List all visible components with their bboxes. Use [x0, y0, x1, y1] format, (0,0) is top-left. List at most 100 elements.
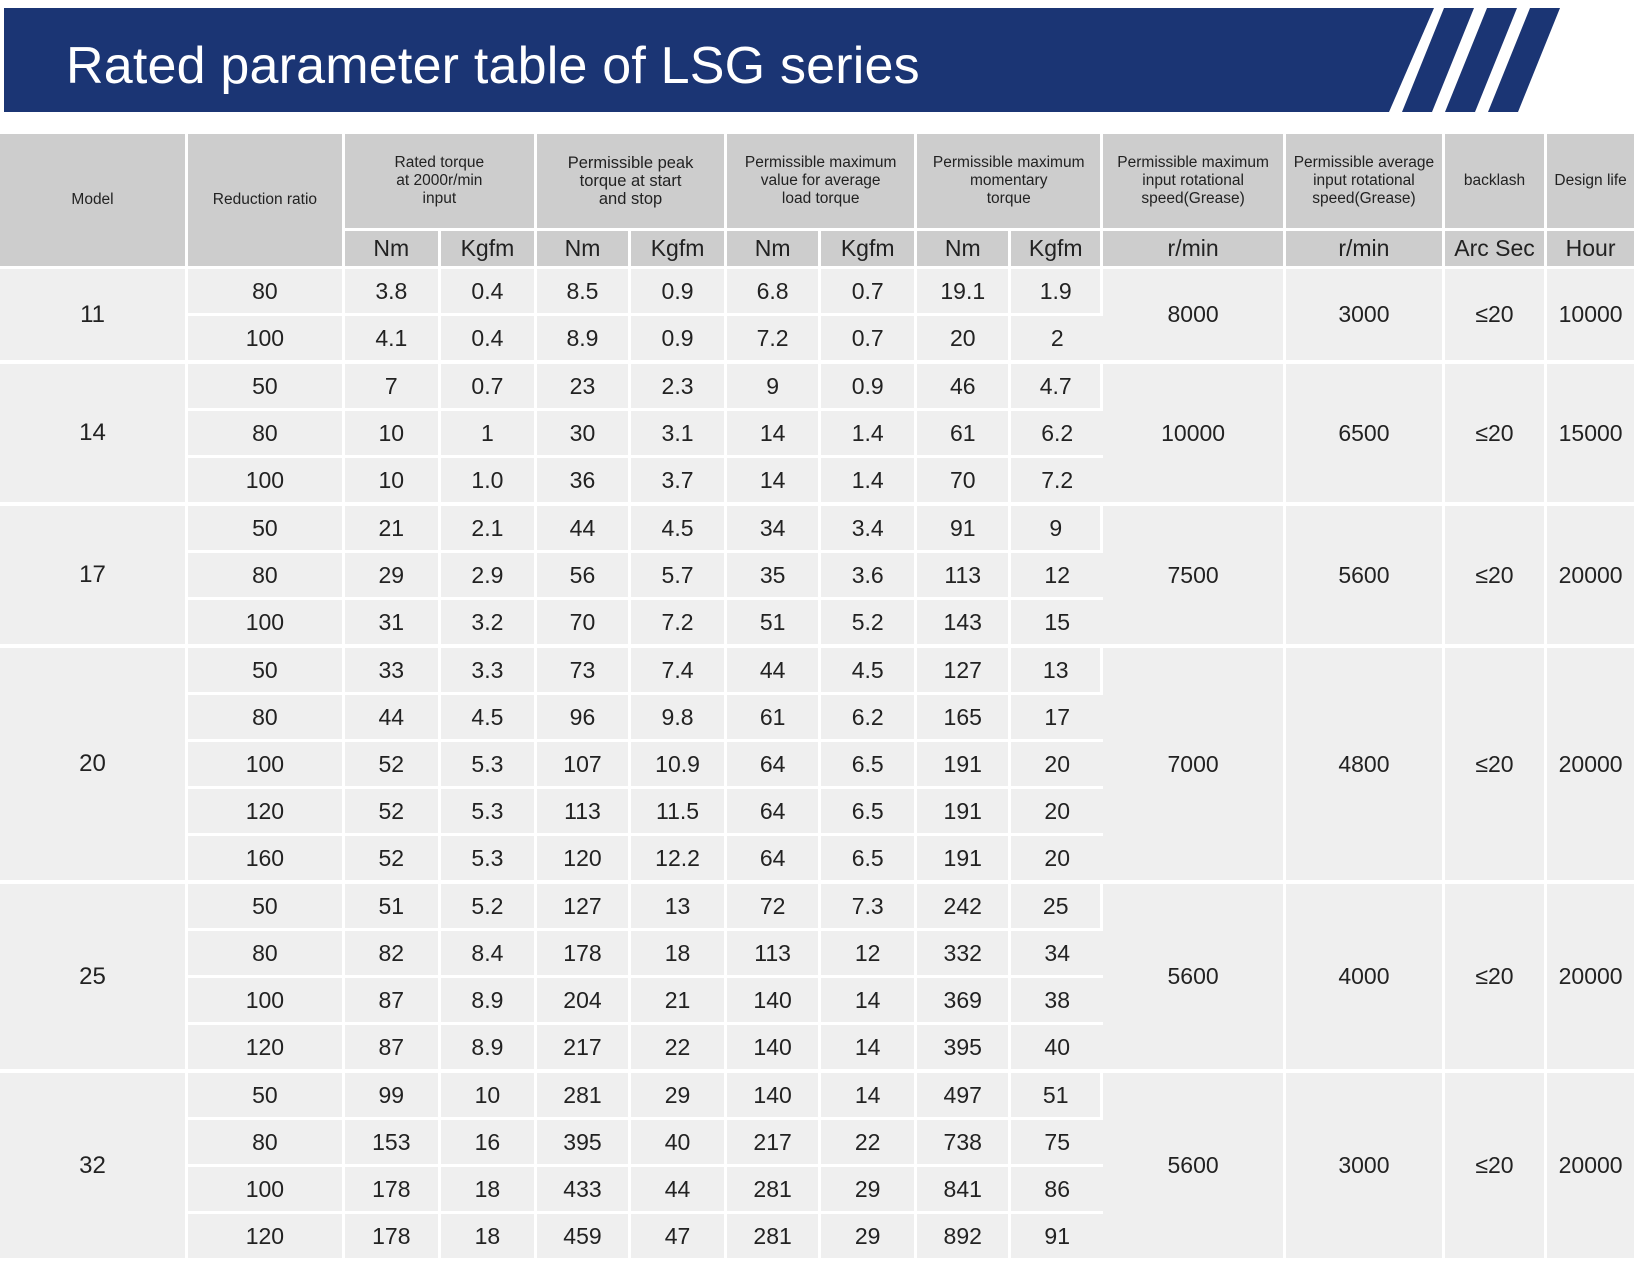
- ratio-cell: 80: [188, 1117, 345, 1164]
- rated-nm-cell: 153: [344, 1117, 441, 1164]
- peak-nm-cell: 36: [536, 455, 631, 502]
- avg-kgfm-cell: 29: [821, 1164, 918, 1211]
- ratio-cell: 100: [188, 975, 345, 1022]
- momentary-kgfm-cell: 75: [1011, 1117, 1104, 1164]
- avg-nm-cell: 9: [727, 360, 822, 408]
- unit-kgfm: Kgfm: [1011, 231, 1104, 266]
- rated-nm-cell: 82: [344, 928, 441, 975]
- rated-kgfm-cell: 0.4: [440, 266, 537, 313]
- table-row: 100 31 3.2 70 7.2 51 5.2 143 15: [0, 597, 1634, 644]
- rated-nm-cell: 99: [344, 1069, 441, 1117]
- momentary-kgfm-cell: 1.9: [1011, 266, 1104, 313]
- parameter-table: Model Reduction ratio Rated torque at 200…: [0, 134, 1634, 1258]
- model-cell: 32: [0, 1069, 189, 1258]
- page-title: Rated parameter table of LSG series: [66, 37, 920, 95]
- avg-nm-cell: 7.2: [727, 313, 822, 360]
- design-life-cell: 10000: [1547, 266, 1634, 360]
- peak-nm-cell: 120: [536, 833, 631, 880]
- peak-kgfm-cell: 13: [630, 880, 728, 928]
- avg-kgfm-cell: 0.7: [821, 313, 918, 360]
- momentary-nm-cell: 191: [917, 739, 1012, 786]
- avg-nm-cell: 140: [727, 1069, 822, 1117]
- peak-nm-cell: 23: [536, 360, 631, 408]
- rated-nm-cell: 51: [344, 880, 441, 928]
- rated-kgfm-cell: 2.1: [440, 502, 537, 550]
- ratio-cell: 50: [188, 502, 345, 550]
- momentary-nm-cell: 91: [917, 502, 1012, 550]
- avg-nm-cell: 44: [727, 644, 822, 692]
- ratio-cell: 80: [188, 550, 345, 597]
- momentary-kgfm-cell: 40: [1011, 1022, 1104, 1069]
- rated-nm-cell: 21: [344, 502, 441, 550]
- momentary-nm-cell: 369: [917, 975, 1012, 1022]
- rated-nm-cell: 33: [344, 644, 441, 692]
- avg-nm-cell: 140: [727, 1022, 822, 1069]
- avg-nm-cell: 61: [727, 692, 822, 739]
- momentary-nm-cell: 61: [917, 408, 1012, 455]
- unit-nm: Nm: [727, 231, 822, 266]
- rated-kgfm-cell: 5.2: [440, 880, 537, 928]
- table-row: 14 50 7 0.7 23 2.3 9 0.9 46 4.7 10000 6500 ≤20 15000: [0, 360, 1634, 502]
- peak-kgfm-cell: 44: [630, 1164, 728, 1211]
- avg-kgfm-cell: 5.2: [821, 597, 918, 644]
- avg-nm-cell: 51: [727, 597, 822, 644]
- avg-kgfm-cell: 6.2: [821, 692, 918, 739]
- avg-nm-cell: 14: [727, 455, 822, 502]
- unit-hour: Hour: [1547, 231, 1634, 266]
- peak-nm-cell: 127: [536, 880, 631, 928]
- peak-kgfm-cell: 4.5: [630, 502, 728, 550]
- avg-nm-cell: 217: [727, 1117, 822, 1164]
- rated-nm-cell: 87: [344, 1022, 441, 1069]
- unit-rmin: r/min: [1286, 231, 1445, 266]
- rated-nm-cell: 4.1: [344, 313, 441, 360]
- rated-nm-cell: 31: [344, 597, 441, 644]
- momentary-kgfm-cell: 4.7: [1011, 360, 1104, 408]
- ratio-cell: 80: [188, 266, 345, 313]
- rated-kgfm-cell: 10: [440, 1069, 537, 1117]
- table-row: 100 87 8.9 204 21 140 14 369 38: [0, 975, 1634, 1022]
- rated-kgfm-cell: 1: [440, 408, 537, 455]
- peak-kgfm-cell: 40: [630, 1117, 728, 1164]
- peak-kgfm-cell: 3.1: [630, 408, 728, 455]
- rated-nm-cell: 10: [344, 455, 441, 502]
- avg-nm-cell: 64: [727, 739, 822, 786]
- peak-kgfm-cell: 0.9: [630, 313, 728, 360]
- rated-kgfm-cell: 0.7: [440, 360, 537, 408]
- ratio-cell: 50: [188, 880, 345, 928]
- table-row: 160 52 5.3 120 12.2 64 6.5 191 20: [0, 833, 1634, 880]
- peak-kgfm-cell: 18: [630, 928, 728, 975]
- table-row: 80 44 4.5 96 9.8 61 6.2 165 17: [0, 692, 1634, 739]
- avg-nm-cell: 64: [727, 786, 822, 833]
- momentary-nm-cell: 19.1: [917, 266, 1012, 313]
- avg-kgfm-cell: 6.5: [821, 739, 918, 786]
- ratio-cell: 100: [188, 313, 345, 360]
- avg-kgfm-cell: 6.5: [821, 786, 918, 833]
- peak-kgfm-cell: 47: [630, 1211, 728, 1258]
- avg-kgfm-cell: 4.5: [821, 644, 918, 692]
- momentary-nm-cell: 143: [917, 597, 1012, 644]
- momentary-kgfm-cell: 13: [1011, 644, 1104, 692]
- ratio-cell: 50: [188, 644, 345, 692]
- momentary-kgfm-cell: 51: [1011, 1069, 1104, 1117]
- rated-kgfm-cell: 5.3: [440, 739, 537, 786]
- average-input-speed-cell: 3000: [1286, 266, 1445, 360]
- design-life-cell: 15000: [1547, 360, 1634, 502]
- momentary-nm-cell: 892: [917, 1211, 1012, 1258]
- ratio-cell: 80: [188, 408, 345, 455]
- avg-nm-cell: 281: [727, 1164, 822, 1211]
- table-row: 80 153 16 395 40 217 22 738 75: [0, 1117, 1634, 1164]
- rated-nm-cell: 52: [344, 786, 441, 833]
- table-row: 120 178 18 459 47 281 29 892 91: [0, 1211, 1634, 1258]
- header-design-life: Design life: [1547, 134, 1634, 231]
- avg-nm-cell: 34: [727, 502, 822, 550]
- peak-kgfm-cell: 12.2: [630, 833, 728, 880]
- table-row: 100 4.1 0.4 8.9 0.9 7.2 0.7 20 2: [0, 313, 1634, 360]
- banner-main-shape: [4, 8, 1434, 112]
- unit-nm: Nm: [917, 231, 1012, 266]
- max-input-speed-cell: 10000: [1103, 360, 1287, 502]
- avg-kgfm-cell: 7.3: [821, 880, 918, 928]
- model-cell: 11: [0, 266, 189, 360]
- rated-nm-cell: 3.8: [344, 266, 441, 313]
- average-input-speed-cell: 3000: [1286, 1069, 1445, 1258]
- momentary-kgfm-cell: 15: [1011, 597, 1104, 644]
